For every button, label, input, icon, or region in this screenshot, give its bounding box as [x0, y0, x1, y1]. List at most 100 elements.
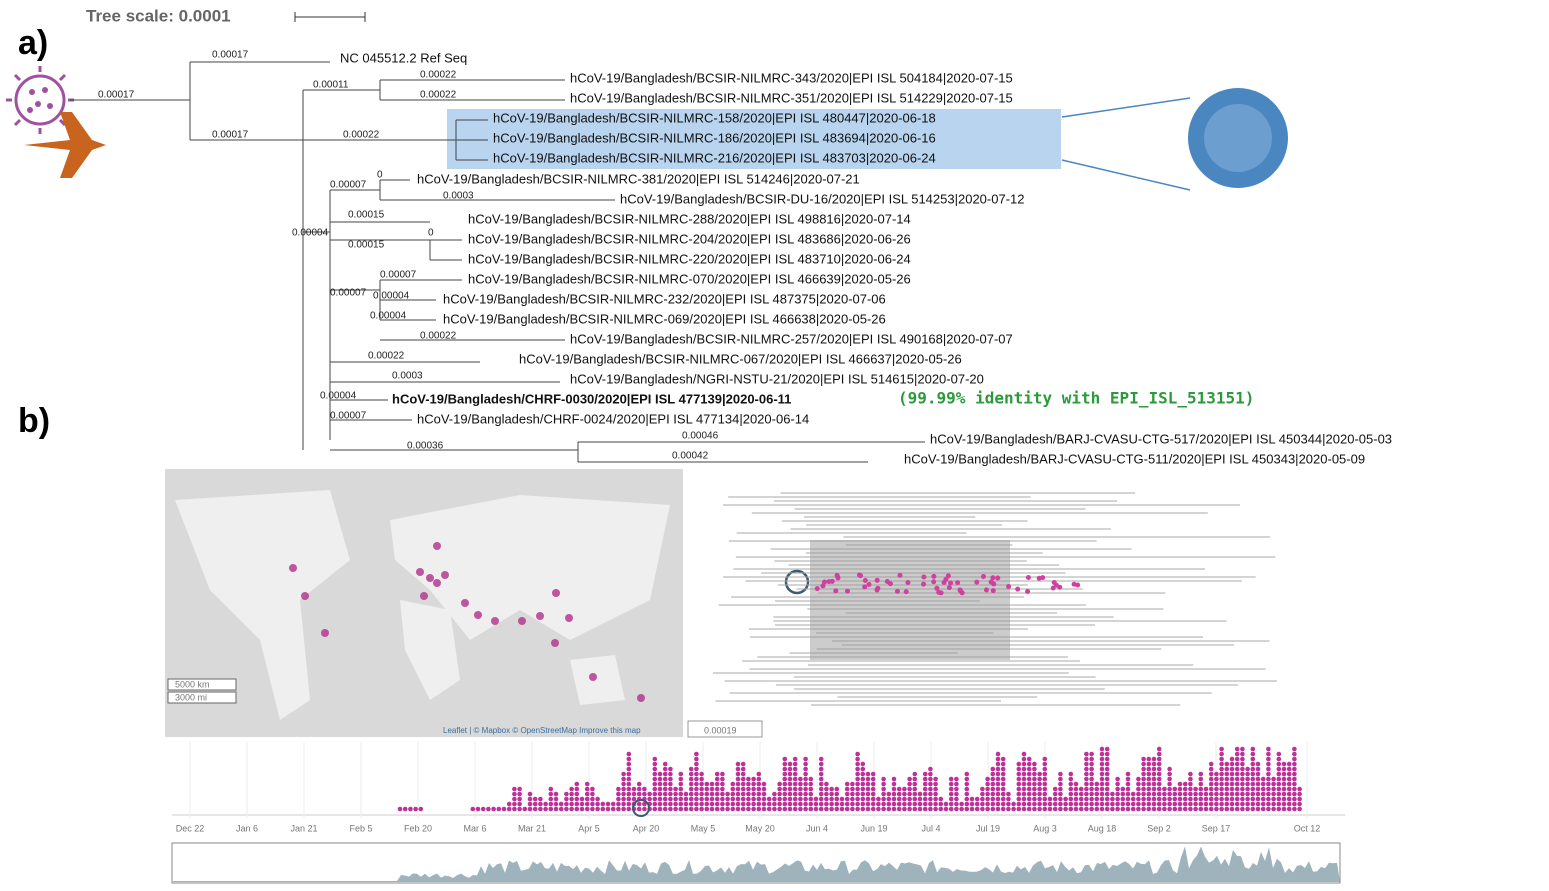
leaf-label: hCoV-19/Bangladesh/BCSIR-NILMRC-204/2020… [468, 231, 911, 246]
timeline-dot [818, 771, 824, 777]
branch-length: 0.00022 [420, 70, 457, 81]
timeline-dot [1110, 806, 1115, 812]
timeline-dot [855, 791, 860, 797]
tree-scale-b: 0.00019 [704, 725, 737, 735]
timeline-dot [1167, 796, 1172, 802]
timeline-dot [1120, 806, 1126, 812]
map-attribution: Leaflet | © Mapbox © OpenStreetMap Impro… [443, 726, 641, 735]
timeline-dot [1167, 806, 1172, 812]
timeline-dot [569, 786, 574, 792]
timeline-dot [1219, 801, 1224, 807]
timeline-dot [704, 791, 710, 797]
timeline-dot [1219, 796, 1224, 802]
timeline-dot [766, 796, 772, 802]
timeline-dot [1208, 796, 1214, 802]
timeline-dot [517, 801, 522, 807]
timeline-dot [990, 801, 996, 807]
timeline-dot [584, 801, 590, 807]
timeline-dot [787, 806, 793, 812]
timeline-dot [922, 786, 928, 792]
timeline-dot [896, 791, 902, 797]
timeline-dot [1099, 796, 1105, 802]
timeline-dot [860, 766, 866, 772]
timeline-dot [1037, 786, 1042, 792]
timeline-dot [1266, 806, 1271, 812]
timeline-dot [626, 766, 632, 772]
timeline-dot [1026, 781, 1032, 787]
timeline-dot [756, 776, 762, 782]
timeline-dot [1120, 786, 1126, 792]
timeline-dot [881, 806, 886, 812]
timeline-dot [1063, 801, 1068, 807]
map-dot [552, 589, 560, 597]
timeline-dot [912, 796, 918, 802]
timeline-dot [714, 801, 720, 807]
timeline-dot [1151, 756, 1157, 762]
tree-tip [874, 577, 880, 583]
timeline-dot [668, 781, 673, 787]
timeline-dot [1240, 776, 1245, 782]
timeline-dot [1084, 781, 1089, 787]
timeline-dot [1250, 781, 1256, 787]
timeline-dot [798, 786, 803, 792]
timeline-dot [948, 786, 954, 792]
timeline-dot [1224, 761, 1230, 767]
tree-tip [862, 584, 868, 590]
timeline-dot [808, 806, 814, 812]
tree-tip [955, 580, 961, 586]
timeline-dot [1068, 776, 1074, 782]
timeline-dot [1089, 771, 1094, 777]
timeline-dot [1281, 761, 1287, 767]
timeline-dot [1047, 801, 1053, 807]
timeline-dot [1224, 806, 1230, 812]
timeline-dot [881, 791, 886, 797]
branch-length: 0.00011 [313, 80, 349, 91]
timeline-dot [1136, 786, 1141, 792]
plane-icon [24, 112, 106, 178]
tree-tip [1006, 584, 1012, 590]
timeline-dot [532, 796, 538, 802]
timeline-dot [1151, 766, 1157, 772]
timeline-dot [1032, 806, 1037, 812]
timeline-dot [1260, 781, 1266, 787]
timeline-dot [886, 801, 892, 807]
timeline-dot [772, 806, 777, 812]
timeline-dot [652, 771, 658, 777]
timeline-dot [621, 786, 626, 792]
timeline-dot [636, 781, 642, 787]
timeline-tick: Mar 21 [518, 823, 546, 833]
timeline-dot [668, 796, 673, 802]
timeline-dot [699, 791, 704, 797]
timeline-dot [1182, 791, 1188, 797]
timeline-dot [1266, 796, 1271, 802]
branch-length: 0.00004 [320, 391, 357, 402]
timeline-dot [642, 791, 647, 797]
timeline-dot [1146, 771, 1152, 777]
timeline-dot [1240, 751, 1245, 757]
timeline-dot [787, 776, 793, 782]
timeline-dot [1208, 781, 1214, 787]
timeline-dot [870, 771, 876, 777]
timeline-dot [902, 801, 907, 807]
timeline-dot [694, 791, 699, 797]
timeline-dot [1146, 776, 1152, 782]
timeline-dot [1130, 796, 1136, 802]
branch-length: 0.00017 [212, 130, 249, 141]
timeline-dot [891, 806, 897, 812]
timeline-dot [1099, 761, 1105, 767]
timeline-dot [1026, 786, 1032, 792]
timeline-dot [803, 776, 808, 782]
timeline-dot [912, 806, 918, 812]
timeline-dot [860, 801, 866, 807]
timeline-dot [798, 791, 803, 797]
timeline-dot [647, 796, 652, 802]
timeline-dot [985, 776, 990, 782]
map-dot [301, 592, 309, 600]
tree-tip [983, 587, 989, 593]
timeline-dot [543, 806, 548, 812]
timeline-dot [657, 801, 663, 807]
timeline-dot [1271, 801, 1276, 807]
timeline-dot [1276, 806, 1282, 812]
timeline-dot [1089, 796, 1094, 802]
timeline-dot [829, 801, 834, 807]
